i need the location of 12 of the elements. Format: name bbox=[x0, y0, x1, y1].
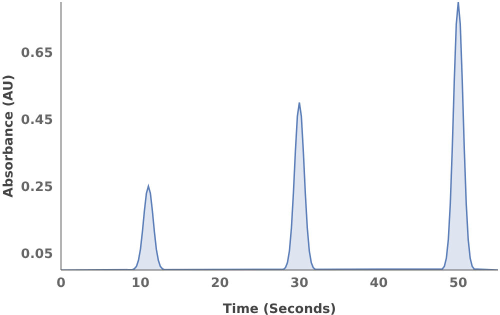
x-tick-label: 10 bbox=[131, 276, 150, 292]
y-tick-label: 0.45 bbox=[20, 112, 53, 128]
x-tick-label: 0 bbox=[56, 276, 66, 292]
x-tick-label: 40 bbox=[370, 276, 388, 292]
x-tick-label: 30 bbox=[290, 276, 308, 292]
y-tick-label: 0.65 bbox=[20, 46, 53, 61]
x-tick-label: 20 bbox=[210, 276, 229, 292]
x-tick-label: 50 bbox=[449, 276, 468, 292]
y-tick-label: 0.25 bbox=[20, 180, 53, 195]
y-axis-title: Absorbance (AU) bbox=[2, 74, 17, 198]
x-axis-title: Time (Seconds) bbox=[222, 302, 336, 315]
y-tick-label: 0.05 bbox=[20, 246, 53, 262]
